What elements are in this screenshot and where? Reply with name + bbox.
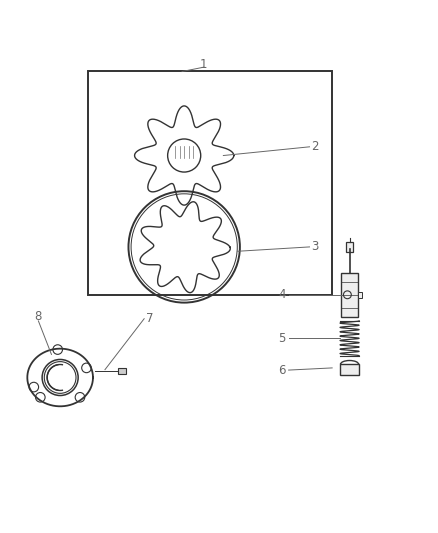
Bar [341, 273, 358, 317]
Text: 3: 3 [311, 240, 318, 253]
Text: 4: 4 [279, 288, 286, 301]
Bar [88, 71, 332, 295]
Bar [340, 365, 359, 375]
Text: 6: 6 [279, 364, 286, 377]
Text: 8: 8 [35, 310, 42, 323]
Text: 7: 7 [145, 312, 153, 325]
Text: 2: 2 [311, 140, 318, 154]
Text: 5: 5 [279, 332, 286, 345]
Bar [358, 292, 362, 298]
Bar [118, 368, 126, 374]
Text: 1: 1 [200, 58, 208, 70]
Bar [346, 243, 353, 252]
